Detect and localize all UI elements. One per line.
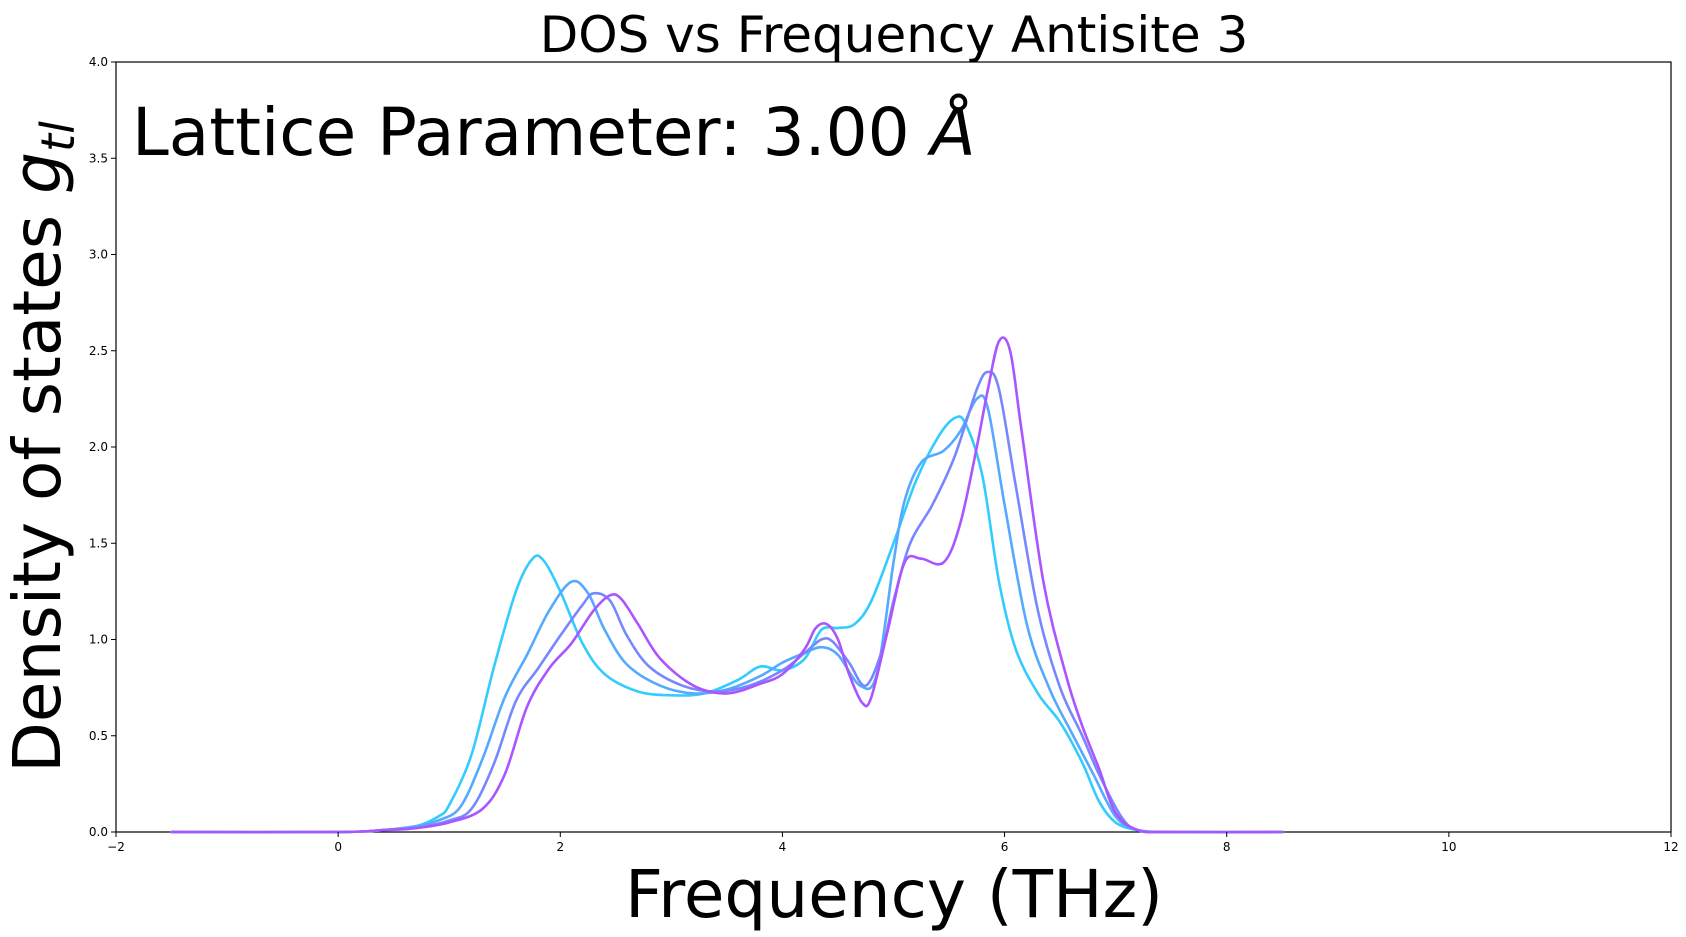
x-tick-label: 8	[1223, 840, 1231, 854]
y-axis-label-subscript: tl	[31, 121, 85, 152]
lattice-annotation-unit: Å	[927, 94, 976, 171]
y-axis-label: Density of states gtl	[0, 121, 85, 773]
x-tick-label: 2	[556, 840, 564, 854]
series-line-4	[170, 336, 1284, 834]
y-tick-label: 1.5	[89, 536, 108, 550]
y-tick-label: 0.0	[89, 825, 108, 839]
y-tick-label: 1.0	[89, 633, 108, 647]
y-axis-label-symbol: g	[0, 152, 76, 194]
x-tick-label: 6	[1001, 840, 1009, 854]
y-tick-label: 3.0	[89, 248, 108, 262]
y-tick-label: 2.0	[89, 440, 108, 454]
series-line-3	[170, 370, 1284, 834]
plot-area: −2 0 2 4 6 8 10 12 0.0 0.5 1.0 1.5 2.0 2.5 3.0 3.5 4.0	[89, 55, 1679, 854]
x-tick-label: 4	[779, 840, 787, 854]
y-tick-label: 0.5	[89, 729, 108, 743]
series-line-2	[170, 394, 1284, 834]
x-tick-label: −2	[107, 840, 125, 854]
y-axis-ticks: 0.0 0.5 1.0 1.5 2.0 2.5 3.0 3.5 4.0	[89, 55, 116, 839]
lattice-annotation-text: Lattice Parameter: 3.00	[132, 94, 931, 171]
lattice-annotation: Lattice Parameter: 3.00 Å	[132, 94, 976, 171]
x-tick-label: 0	[334, 840, 342, 854]
y-tick-label: 2.5	[89, 344, 108, 358]
y-tick-label: 4.0	[89, 55, 108, 69]
series-layer	[170, 336, 1284, 834]
x-axis-label: Frequency (THz)	[625, 856, 1163, 933]
x-tick-label: 12	[1663, 840, 1678, 854]
series-line-1	[170, 415, 1284, 834]
axes-frame	[115, 61, 1672, 833]
y-axis-label-main: Density of states	[0, 194, 76, 773]
chart-title: DOS vs Frequency Antisite 3	[540, 6, 1249, 64]
x-axis-ticks: −2 0 2 4 6 8 10 12	[107, 832, 1679, 854]
x-tick-label: 10	[1441, 840, 1456, 854]
y-tick-label: 3.5	[89, 151, 108, 165]
